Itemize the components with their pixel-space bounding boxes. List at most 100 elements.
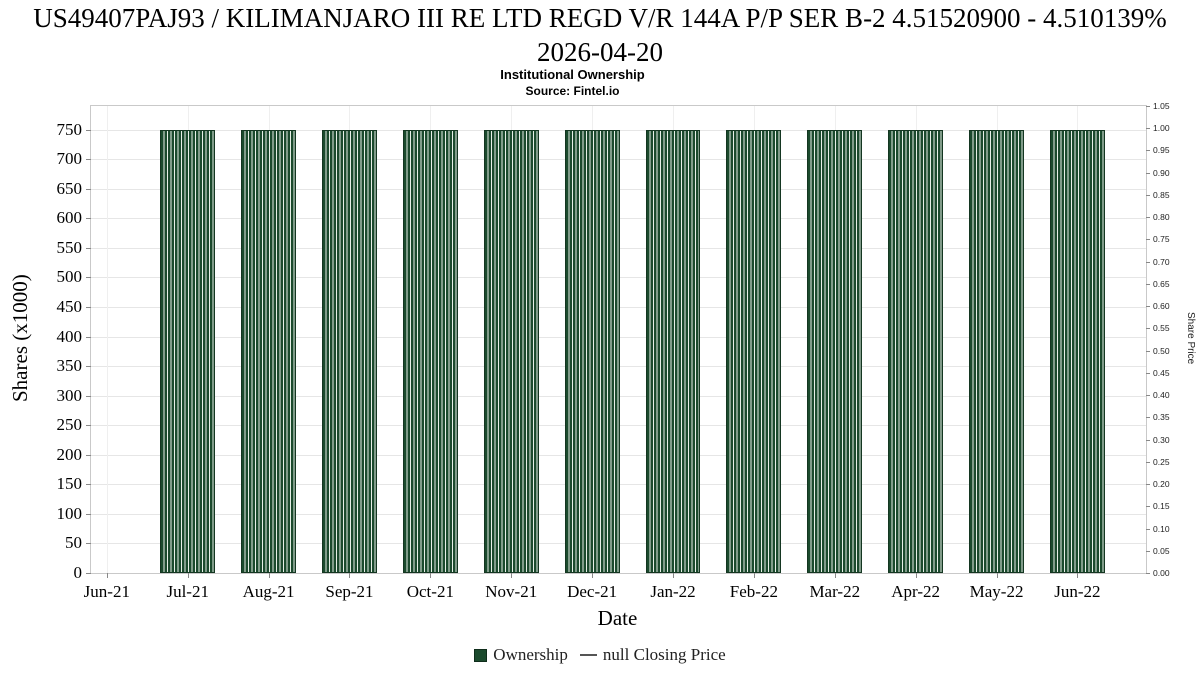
ownership-bar (1049, 129, 1105, 573)
right-axis-tick-label: 0.00 (1153, 568, 1170, 578)
right-axis-tick-mark (1146, 217, 1150, 219)
left-axis-tick-label: 300 (56, 385, 83, 405)
right-axis-tick-label: 0.85 (1153, 189, 1170, 200)
bottom-axis-tick-mark (915, 573, 917, 578)
left-axis-tick-label: 700 (56, 149, 83, 169)
ownership-bar (564, 129, 620, 573)
left-axis-tick-label: 250 (56, 415, 83, 435)
right-axis-tick-mark (1146, 328, 1150, 330)
right-axis-tick-label: 0.80 (1153, 212, 1170, 223)
right-axis-tick-label: 0.20 (1153, 479, 1170, 490)
chart-title: US49407PAJ93 / KILIMANJARO III RE LTD RE… (33, 3, 1167, 67)
left-axis-tick-mark (86, 484, 91, 486)
left-axis-tick-label: 400 (56, 326, 83, 346)
bottom-axis-tick-mark (673, 573, 674, 578)
right-axis-tick-label: 0.75 (1153, 234, 1170, 245)
left-axis-tick-label: 100 (56, 503, 83, 523)
right-axis-tick-label: 0.95 (1153, 145, 1170, 156)
right-axis-tick-mark (1146, 573, 1150, 574)
right-axis-tick-mark (1146, 550, 1150, 552)
right-axis-title: Share Price (1185, 312, 1196, 365)
right-axis-tick-mark (1146, 261, 1150, 263)
bottom-axis-tick-mark (592, 573, 594, 578)
left-axis-tick-label: 350 (56, 356, 83, 376)
left-axis-tick-mark (86, 159, 91, 161)
x-axis-tick-label: Jan-22 (650, 582, 696, 601)
ownership-bar (322, 129, 377, 573)
right-axis-tick-mark (1146, 106, 1150, 107)
ownership-bar (160, 129, 216, 573)
legend-item-closing-price: null Closing Price (579, 645, 726, 665)
chart-legend: Ownership null Closing Price (0, 645, 1200, 665)
ownership-bar (483, 129, 539, 573)
left-axis-tick-mark (86, 218, 91, 220)
chart-source-label: Source: Fintel.io (525, 84, 620, 98)
right-axis-tick-label: 0.15 (1153, 501, 1170, 512)
right-axis-tick-mark (1146, 395, 1150, 397)
left-axis-tick-mark (86, 573, 91, 574)
right-axis-tick-mark (1146, 417, 1150, 419)
bottom-axis-tick-mark (996, 573, 998, 578)
right-axis-tick-label: 0.90 (1153, 167, 1170, 178)
x-axis-tick-label: Oct-21 (406, 582, 454, 601)
right-axis-tick-mark (1146, 461, 1150, 463)
right-axis-tick-mark (1146, 128, 1150, 130)
left-axis-tick-mark (86, 366, 91, 368)
right-axis-tick-label: 1.00 (1153, 123, 1170, 134)
left-axis-tick-label: 50 (65, 533, 82, 553)
right-axis-tick-mark (1146, 484, 1150, 486)
ownership-bar (807, 129, 863, 573)
ownership-bar (645, 129, 701, 573)
left-axis-tick-mark (86, 454, 91, 456)
right-axis-tick-mark (1146, 439, 1150, 441)
left-axis-tick-mark (86, 129, 91, 131)
bottom-axis-tick-mark (430, 573, 432, 578)
right-axis-tick-mark (1146, 506, 1150, 508)
legend-label-closing-price: null Closing Price (602, 645, 726, 664)
right-axis-tick-label: 0.40 (1153, 390, 1170, 401)
x-axis-title: Date (597, 606, 638, 630)
right-axis-tick-label: 0.55 (1153, 323, 1170, 334)
x-axis-tick-label: Feb-22 (729, 582, 778, 601)
bottom-axis-tick-mark (753, 573, 755, 578)
bottom-axis-tick-mark (106, 573, 108, 578)
left-axis-tick-mark (86, 306, 91, 308)
x-axis-tick-label: May-22 (969, 582, 1024, 601)
right-axis-tick-label: 0.60 (1153, 301, 1170, 312)
right-axis-tick-mark (1146, 372, 1150, 374)
right-axis-tick-mark (1146, 194, 1150, 196)
legend-item-ownership: Ownership (474, 645, 568, 665)
right-axis-tick-label: 0.70 (1153, 256, 1170, 267)
right-axis-tick-label: 0.25 (1153, 456, 1170, 467)
x-axis-tick-label: Nov-21 (485, 582, 538, 601)
legend-label-ownership: Ownership (493, 645, 568, 664)
ownership-bar (402, 129, 458, 573)
plot-area: 0 50 100 150 200 250 300 350 400 450 500 550 600 650 7… (57, 101, 1170, 601)
bottom-axis-tick-mark (268, 573, 270, 578)
left-axis-tick-mark (86, 395, 91, 397)
vertical-gridline (106, 106, 108, 573)
ownership-swatch-icon (474, 648, 488, 662)
left-axis-tick-label: 600 (56, 208, 83, 228)
left-axis-tick-label: 450 (56, 296, 83, 316)
left-axis-tick-mark (86, 277, 91, 279)
ownership-bar (969, 129, 1024, 573)
right-axis-tick-label: 0.05 (1153, 545, 1170, 556)
bottom-axis-tick-mark (834, 573, 836, 578)
left-axis-tick-mark (86, 513, 91, 515)
x-axis-tick-label: Mar-22 (809, 582, 861, 601)
closing-price-dash-icon (579, 653, 597, 657)
left-axis-tick-label: 0 (73, 563, 83, 582)
bottom-axis-tick-mark (1077, 573, 1079, 578)
ownership-bar (241, 129, 297, 573)
left-axis-tick-mark (86, 247, 91, 249)
bottom-axis-tick-mark (187, 573, 189, 578)
x-axis-tick-label: Dec-21 (567, 582, 618, 601)
right-axis-tick-mark (1146, 172, 1150, 174)
right-axis-tick-label: 0.45 (1153, 367, 1170, 378)
left-axis-tick-label: 500 (56, 267, 83, 287)
left-axis-tick-label: 200 (56, 444, 83, 464)
bottom-axis-tick-mark (349, 573, 351, 578)
x-axis-tick-label: Jul-21 (166, 582, 209, 601)
left-axis-tick-label: 650 (56, 178, 83, 198)
